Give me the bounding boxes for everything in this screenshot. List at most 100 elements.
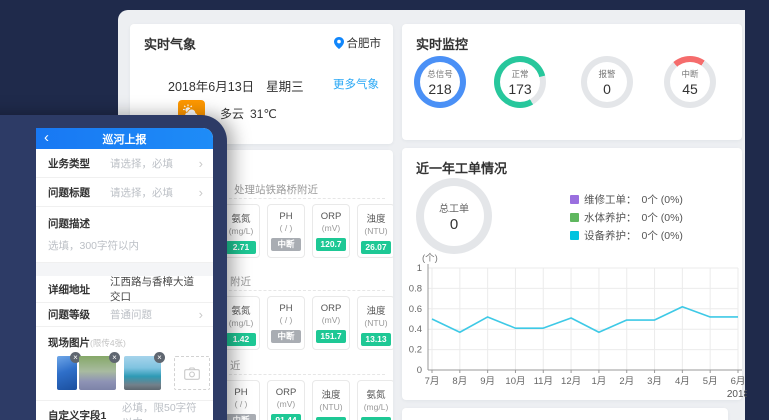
city-label: 合肥市	[346, 38, 382, 50]
metric-card: 浊度 (NTU) 26.07	[357, 204, 393, 258]
metric-value-badge: 2.71	[226, 241, 256, 254]
station-title: 近	[230, 360, 241, 372]
station-title: 处理站铁路桥附近	[234, 184, 318, 196]
svg-text:0: 0	[417, 365, 422, 376]
weather-title: 实时气象	[144, 37, 197, 52]
y-axis-unit-label: (个)	[422, 253, 438, 264]
svg-text:9月: 9月	[480, 376, 495, 387]
monitor-title: 实时监控	[416, 37, 469, 52]
svg-text:6月: 6月	[731, 376, 746, 387]
field-issue-title[interactable]: 问题标题 请选择，必填 ›	[36, 178, 213, 207]
realtime-monitor-panel: 实时监控 总信号 218 正常 173 报警 0 中断 45	[402, 24, 742, 140]
field-issue-level[interactable]: 问题等级 普通问题 ›	[36, 303, 213, 327]
svg-text:0.2: 0.2	[409, 345, 422, 356]
field-photos: 现场图片(限传4张) × × ×	[36, 327, 213, 401]
weather-panel: 实时气象 合肥市 2018年6月13日 星期三 更多气象 多云	[130, 24, 393, 144]
divider	[224, 290, 385, 291]
location[interactable]: 合肥市	[333, 35, 382, 51]
field-business-type[interactable]: 业务类型 请选择，必填 ›	[36, 149, 213, 178]
photo-thumbnail[interactable]: ×	[124, 352, 165, 390]
metric-card: ORP (mV) 120.7	[312, 204, 350, 258]
photos-limit-hint: (限传4张)	[90, 338, 126, 348]
metric-card: 氨氮 (mg/L) 1.42	[222, 296, 260, 350]
weather-weekday: 星期三	[266, 80, 304, 94]
metric-card: 浊度(NTU)13.86	[312, 380, 350, 420]
chevron-right-icon: ›	[198, 307, 203, 322]
legend-swatch	[570, 231, 579, 240]
svg-text:0.6: 0.6	[409, 304, 422, 315]
svg-text:1: 1	[417, 263, 422, 274]
weather-condition: 多云 31℃	[220, 107, 277, 121]
dashboard-window: 实时气象 合肥市 2018年6月13日 星期三 更多气象 多云	[118, 10, 747, 420]
bottom-panel-partial	[402, 408, 728, 420]
remove-photo-icon[interactable]: ×	[154, 352, 165, 363]
workorders-line-chart: 0 0.2 0.4 0.6 0.8 1 7月 8月 9月 10月 11月 12月 1月 2月 3月 4月 5月 6…	[409, 263, 747, 400]
business-type-placeholder: 请选择，必填	[110, 157, 173, 170]
signal-alarm-ring: 报警 0	[581, 56, 633, 108]
photo-thumbnail[interactable]: ×	[57, 352, 81, 390]
divider	[224, 198, 385, 199]
more-weather-link[interactable]: 更多气象	[333, 79, 379, 91]
metric-value-badge: 151.7	[316, 330, 346, 343]
legend-swatch	[570, 195, 579, 204]
field-issue-description[interactable]: 问题描述 选填，300字符以内	[36, 207, 213, 263]
temperature: 31℃	[250, 107, 277, 121]
signal-total-ring: 总信号 218	[414, 56, 466, 108]
svg-text:11月: 11月	[534, 376, 553, 387]
camera-icon	[184, 366, 200, 380]
metric-card: PH( / ) 中断	[222, 380, 260, 420]
metric-value-badge: 中断	[271, 238, 301, 251]
metric-card: ORP (mV) 151.7	[312, 296, 350, 350]
remove-photo-icon[interactable]: ×	[70, 352, 81, 363]
legend-item: 水体养护： 0个 (0%)	[570, 210, 683, 225]
add-photo-button[interactable]	[174, 356, 210, 390]
section-spacer	[36, 263, 213, 276]
metric-value-badge: 91.44	[271, 414, 301, 420]
photo-thumbnail[interactable]: ×	[79, 352, 120, 390]
metric-card: 氨氮(mg/L)2.47	[357, 380, 393, 420]
workorders-panel: 近一年工单情况 总工单 0 维修工单： 0个 (0%) 水体养护： 0个 (0%) 设…	[402, 148, 747, 400]
svg-text:3月: 3月	[647, 376, 662, 387]
chevron-right-icon: ›	[198, 155, 203, 171]
metric-value-badge: 120.7	[316, 238, 346, 251]
svg-text:2018: 2018	[727, 389, 747, 400]
photo-list: × × ×	[48, 352, 210, 396]
svg-text:5月: 5月	[703, 376, 718, 387]
back-icon[interactable]: ‹	[44, 129, 49, 146]
mobile-app-mockup: ‹ 巡河上报 业务类型 请选择，必填 › 问题标题 请选择，必填 › 问题描述 …	[0, 115, 227, 420]
metric-value-badge: 2.47	[361, 417, 391, 420]
svg-text:0.4: 0.4	[409, 324, 422, 335]
issue-description-placeholder: 选填，300字符以内	[48, 240, 140, 252]
remove-photo-icon[interactable]: ×	[109, 352, 120, 363]
metric-card: 氨氮 (mg/L) 2.71	[222, 204, 260, 258]
mobile-screen: ‹ 巡河上报 业务类型 请选择，必填 › 问题标题 请选择，必填 › 问题描述 …	[36, 128, 213, 420]
svg-text:8月: 8月	[452, 376, 467, 387]
signal-interrupt-ring: 中断 45	[664, 56, 716, 108]
station-title: 附近	[230, 276, 251, 288]
svg-text:12月: 12月	[561, 376, 581, 387]
metric-value-badge: 13.86	[316, 417, 346, 420]
mobile-header: ‹ 巡河上报	[36, 128, 213, 149]
legend-item: 设备养护： 0个 (0%)	[570, 228, 683, 243]
legend-item: 维修工单： 0个 (0%)	[570, 192, 683, 207]
mobile-page-title: 巡河上报	[102, 133, 147, 146]
metric-value-badge: 中断	[271, 330, 301, 343]
field-address[interactable]: 详细地址 江西路与香樟大道交口	[36, 276, 213, 303]
divider	[224, 374, 385, 375]
metric-card: PH( / ) 中断	[267, 204, 305, 258]
svg-text:10月: 10月	[505, 376, 525, 387]
metric-card: 浊度 (NTU) 13.13	[357, 296, 393, 350]
metric-value-badge: 26.07	[361, 241, 391, 254]
workorders-title: 近一年工单情况	[416, 161, 508, 176]
metric-card: ORP (mV) 91.44	[267, 380, 305, 420]
chevron-right-icon: ›	[198, 184, 203, 200]
field-custom-1[interactable]: 自定义字段1 必填，限50字符以内	[36, 401, 213, 420]
custom-field1-placeholder: 必填，限50字符以内	[122, 402, 197, 420]
metric-value-badge: 1.42	[226, 333, 256, 346]
svg-text:0.8: 0.8	[409, 283, 422, 294]
svg-text:2月: 2月	[619, 376, 634, 387]
weather-date: 2018年6月13日 星期三	[168, 80, 304, 94]
issue-level-placeholder: 普通问题	[110, 309, 152, 321]
signal-normal-ring: 正常 173	[494, 56, 546, 108]
